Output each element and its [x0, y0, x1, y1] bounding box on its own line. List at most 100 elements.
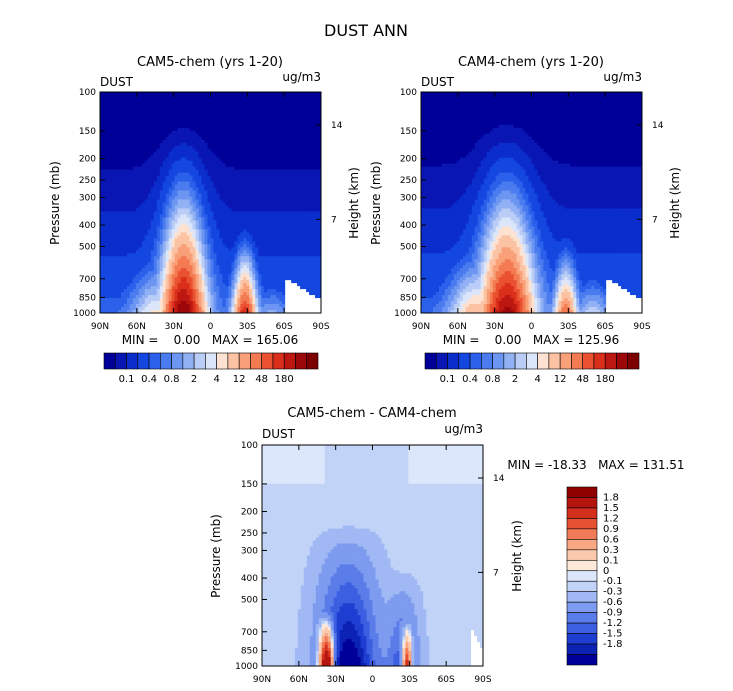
contour-cell [186, 289, 190, 293]
contour-cell [165, 283, 170, 287]
contour-cell [237, 142, 241, 147]
contour-cell [246, 217, 250, 221]
contour-cell [135, 283, 140, 287]
contour-cell [150, 229, 155, 233]
contour-cell [111, 235, 116, 239]
contour-cell [255, 238, 259, 242]
contour-cell [219, 193, 223, 197]
contour-cell [111, 274, 116, 278]
contour-cell [114, 280, 119, 284]
contour-cell [177, 139, 182, 144]
contour-cell [141, 196, 146, 200]
contour-cell [150, 145, 155, 150]
contour-cell [102, 268, 107, 272]
contour-cell [159, 154, 164, 159]
contour-cell [237, 145, 241, 150]
contour-cell [246, 127, 250, 132]
contour-cell [258, 139, 262, 144]
contour-cell [168, 277, 173, 281]
contour-cell [186, 175, 190, 180]
contour-cell [234, 232, 238, 236]
contour-cell [195, 109, 199, 114]
contour-cell [192, 178, 196, 182]
contour-cell [105, 214, 110, 218]
contour-cell [210, 277, 214, 281]
contour-cell [156, 220, 161, 224]
contour-cell [288, 169, 292, 174]
contour-cell [195, 238, 199, 242]
contour-cell [219, 109, 223, 114]
contour-cell [120, 283, 125, 287]
contour-cell [264, 277, 268, 281]
contour-cell [165, 259, 170, 263]
contour-cell [135, 133, 140, 138]
contour-cell [294, 184, 298, 188]
contour-cell [168, 247, 173, 251]
contour-cell [159, 211, 164, 215]
contour-cell [210, 235, 214, 239]
contour-cell [309, 127, 313, 132]
contour-cell [162, 106, 167, 111]
contour-cell [165, 130, 170, 135]
contour-cell [291, 97, 295, 102]
contour-cell [192, 277, 196, 281]
contour-cell [180, 109, 185, 114]
contour-cell [243, 133, 247, 138]
contour-cell [276, 220, 280, 224]
contour-cell [249, 220, 253, 224]
contour-cell [222, 202, 226, 206]
contour-cell [189, 262, 193, 266]
contour-cell [120, 178, 125, 182]
contour-cell [234, 106, 238, 111]
contour-cell [216, 217, 220, 221]
contour-cell [285, 187, 289, 191]
contour-cell [105, 139, 110, 144]
contour-cell [138, 265, 143, 269]
contour-cell [267, 103, 271, 108]
contour-cell [189, 172, 193, 177]
contour-cell [231, 226, 235, 230]
contour-cell [192, 136, 196, 141]
contour-cell [213, 253, 217, 257]
contour-cell [246, 175, 250, 180]
contour-cell [267, 274, 271, 278]
contour-cell [237, 205, 241, 209]
contour-cell [153, 250, 158, 254]
panel-cam5-units: ug/m3 [282, 70, 321, 84]
contour-cell [234, 259, 238, 263]
contour-cell [117, 217, 122, 221]
contour-cell [105, 175, 110, 180]
contour-cell [195, 118, 199, 123]
contour-cell [282, 148, 286, 153]
contour-cell [159, 178, 164, 182]
contour-cell [300, 136, 304, 141]
contour-cell [100, 121, 104, 126]
contour-cell [258, 145, 262, 150]
contour-cell [216, 124, 220, 129]
contour-cell [315, 115, 319, 120]
contour-cell [129, 253, 134, 257]
contour-cell [114, 139, 119, 144]
contour-cell [100, 262, 104, 266]
contour-cell [231, 214, 235, 218]
contour-cell [114, 112, 119, 117]
contour-cell [114, 163, 119, 168]
contour-cell [150, 235, 155, 239]
contour-cell [258, 160, 262, 165]
contour-cell [180, 280, 185, 284]
contour-cell [153, 136, 158, 141]
contour-cell [138, 175, 143, 180]
contour-cell [282, 139, 286, 144]
contour-cell [258, 154, 262, 159]
contour-cell [189, 217, 193, 221]
contour-cell [249, 271, 253, 275]
contour-cell [156, 154, 161, 159]
contour-cell [141, 139, 146, 144]
contour-cell [255, 115, 259, 120]
contour-cell [147, 175, 152, 180]
contour-cell [189, 196, 193, 200]
contour-cell [297, 271, 301, 275]
contour-cell [141, 211, 146, 215]
contour-cell [279, 274, 283, 278]
contour-cell [198, 244, 202, 248]
